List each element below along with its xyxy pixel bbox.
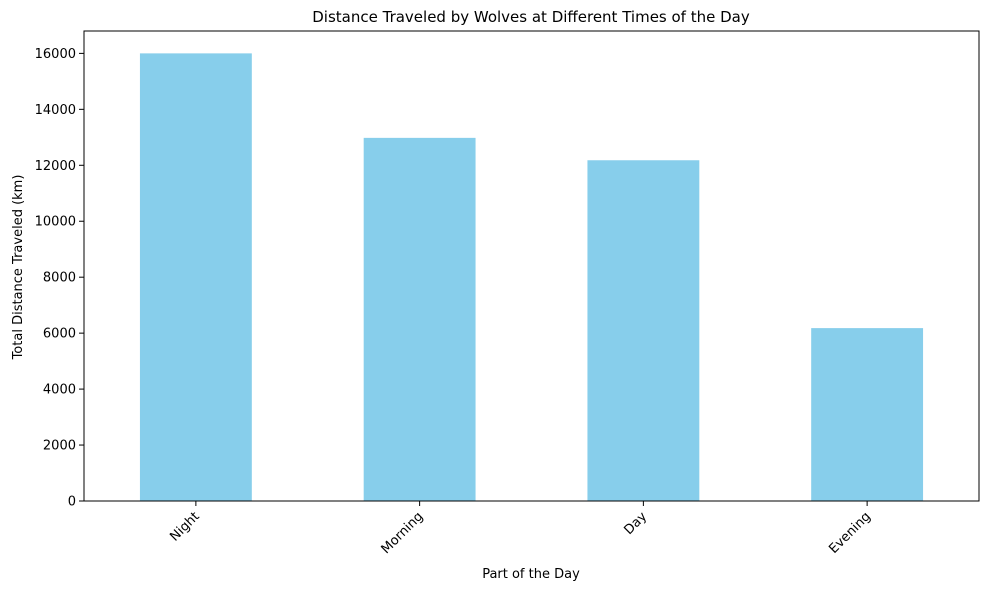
y-tick-label: 2000 — [43, 439, 76, 454]
plot-frame — [83, 30, 980, 502]
x-tick-label: Night — [167, 509, 202, 544]
x-axis-label: Part of the Day — [482, 567, 580, 582]
chart-title: Distance Traveled by Wolves at Different… — [312, 8, 750, 26]
bar-night — [139, 53, 252, 501]
y-tick-label: 6000 — [43, 327, 76, 342]
y-tick-label: 14000 — [35, 103, 76, 118]
plot-area: 0 2000 4000 6000 8000 10000 12000 14000 16000 Nig… — [35, 30, 980, 557]
bar-morning — [363, 137, 476, 501]
y-tick-label: 10000 — [35, 215, 76, 230]
y-axis-label: Total Distance Traveled (km) — [11, 175, 26, 361]
y-tick-label: 12000 — [35, 159, 76, 174]
bar-evening — [811, 328, 924, 501]
y-tick-label: 8000 — [43, 271, 76, 286]
y-tick-label: 16000 — [35, 47, 76, 62]
x-tick-label: Evening — [826, 509, 874, 557]
y-tick-label: 4000 — [43, 383, 76, 398]
y-tick-label: 0 — [68, 495, 76, 510]
bar-day — [587, 160, 700, 501]
x-tick-label: Morning — [379, 509, 427, 557]
x-tick-label: Day — [621, 509, 650, 538]
